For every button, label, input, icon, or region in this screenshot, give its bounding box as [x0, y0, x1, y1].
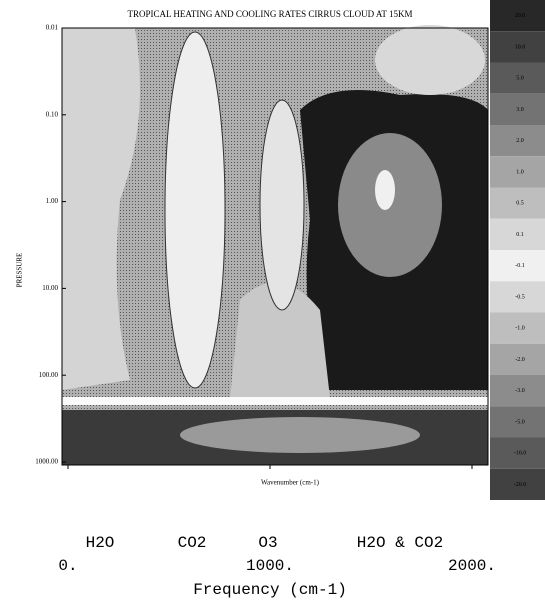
x-tick-label: 0. [58, 557, 77, 575]
y-tick-label: 1000.00 [35, 458, 58, 466]
x-tick-label: 1000. [246, 557, 294, 575]
band-label: CO2 [178, 534, 207, 552]
colorbar-label: 0.5 [516, 201, 524, 207]
o3-band [259, 99, 305, 311]
colorbar-swatch [490, 437, 545, 469]
mid-region [230, 282, 330, 398]
colorbar-swatch [490, 250, 545, 282]
colorbar-swatch [490, 156, 545, 188]
colorbar-label: -0.1 [515, 263, 525, 269]
colorbar-label: 10.0 [515, 44, 526, 50]
band-label: H2O & CO2 [357, 534, 443, 552]
chart-title: TROPICAL HEATING AND COOLING RATES CIRRU… [127, 9, 412, 19]
co2-band [164, 31, 226, 389]
colorbar-label: -2.0 [515, 357, 525, 363]
colorbar-label: -1.0 [515, 326, 525, 332]
colorbar-swatch [490, 125, 545, 157]
contour-field [61, 25, 489, 466]
colorbar-label: -20.0 [514, 482, 527, 488]
colorbar-label: 0.1 [516, 232, 524, 238]
band-label: O3 [258, 534, 277, 552]
y-tick-label: 100.00 [39, 371, 59, 379]
colorbar-swatch [490, 343, 545, 375]
x-tick-label: 2000. [448, 557, 496, 575]
plot-frame [61, 27, 489, 466]
colorbar-label: -10.0 [514, 451, 527, 457]
x-axis-label-small: Wavenumber (cm-1) [261, 479, 320, 487]
colorbar-label: -3.0 [515, 388, 525, 394]
left-region [62, 28, 140, 390]
colorbar-label: 2.0 [516, 138, 524, 144]
colorbar-label: 5.0 [516, 76, 524, 82]
colorbar-swatch [490, 281, 545, 313]
colorbar-label: -5.0 [515, 419, 525, 425]
colorbar-swatch [490, 218, 545, 250]
colorbar-swatch [490, 312, 545, 344]
band-label: H2O [86, 534, 115, 552]
y-axis-label: PRESSURE [16, 253, 24, 288]
colorbar-label: 20.0 [515, 13, 526, 19]
white-band [62, 397, 488, 405]
y-tick-label: 10.00 [42, 284, 58, 292]
colorbar-swatch [490, 406, 545, 438]
colorbar-swatch [490, 93, 545, 125]
colorbar-label: 1.0 [516, 169, 524, 175]
colorbar-swatch [490, 187, 545, 219]
colorbar-swatch [490, 375, 545, 407]
lower-blob [180, 417, 420, 453]
right-core [375, 170, 395, 210]
y-tick-label: 1.00 [46, 197, 59, 205]
y-tick-label: 0.10 [46, 110, 59, 118]
x-axis-label: Frequency (cm-1) [193, 581, 347, 599]
top-right-region [375, 25, 485, 95]
colorbar-swatch [490, 31, 545, 63]
colorbar-swatch [490, 0, 545, 32]
colorbar-label: 3.0 [516, 107, 524, 113]
y-tick-label: 0.01 [46, 24, 59, 32]
colorbar-label: -0.5 [515, 294, 525, 300]
colorbar-swatch [490, 62, 545, 94]
colorbar-swatch [490, 468, 545, 500]
